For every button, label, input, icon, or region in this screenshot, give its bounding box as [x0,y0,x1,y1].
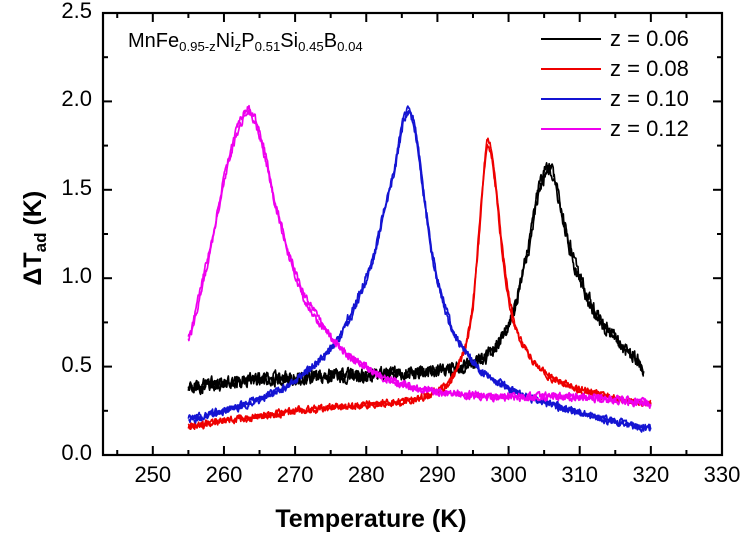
legend-item-2: z = 0.10 [541,84,716,114]
curve-z-0.06 [187,162,645,396]
curve-z-0.12 [187,104,652,409]
legend-color-swatch [541,68,601,70]
legend-color-swatch [541,128,601,130]
legend-label: z = 0.06 [610,26,689,51]
legend-label: z = 0.12 [610,116,689,141]
legend: z = 0.06 z = 0.08 z = 0.10 z = 0.12 [541,24,716,144]
curve-z-0.10 [187,105,652,433]
x-tick-label: 290 [419,462,456,487]
y-axis-title-subscript: ad [31,232,51,253]
x-tick-label: 320 [632,462,670,487]
x-tick-label: 270 [276,462,314,487]
data-curves [187,104,652,433]
x-tick-label: 280 [347,462,385,487]
legend-label: z = 0.10 [610,86,689,111]
y-tick-label: 2.0 [61,86,92,112]
y-tick-label: 0.0 [61,440,92,465]
x-tick-label: 330 [703,462,741,487]
curve-z-0.08 [187,137,652,431]
legend-item-0: z = 0.06 [541,24,716,54]
x-tick-label: 300 [490,462,527,487]
x-tick-label: 310 [561,462,599,487]
legend-color-swatch [541,98,601,100]
legend-label: z = 0.08 [610,56,689,81]
y-tick-label: 2.5 [61,0,92,23]
y-tick-label: 1.5 [61,174,92,200]
legend-item-1: z = 0.08 [541,54,716,84]
sample-formula-label: MnFe0.95-zNizP0.51Si0.45B0.04 [128,30,363,54]
x-tick-label: 260 [205,462,243,487]
axis-ticks [103,12,723,456]
legend-color-swatch [541,38,601,40]
legend-item-3: z = 0.12 [541,114,716,144]
x-tick-label: 250 [134,462,172,487]
y-axis-title: ΔTad (K) [19,108,51,368]
y-tick-label: 0.5 [61,351,92,377]
x-axis-title: Temperature (K) [275,505,467,533]
y-tick-label: 1.0 [61,263,92,289]
